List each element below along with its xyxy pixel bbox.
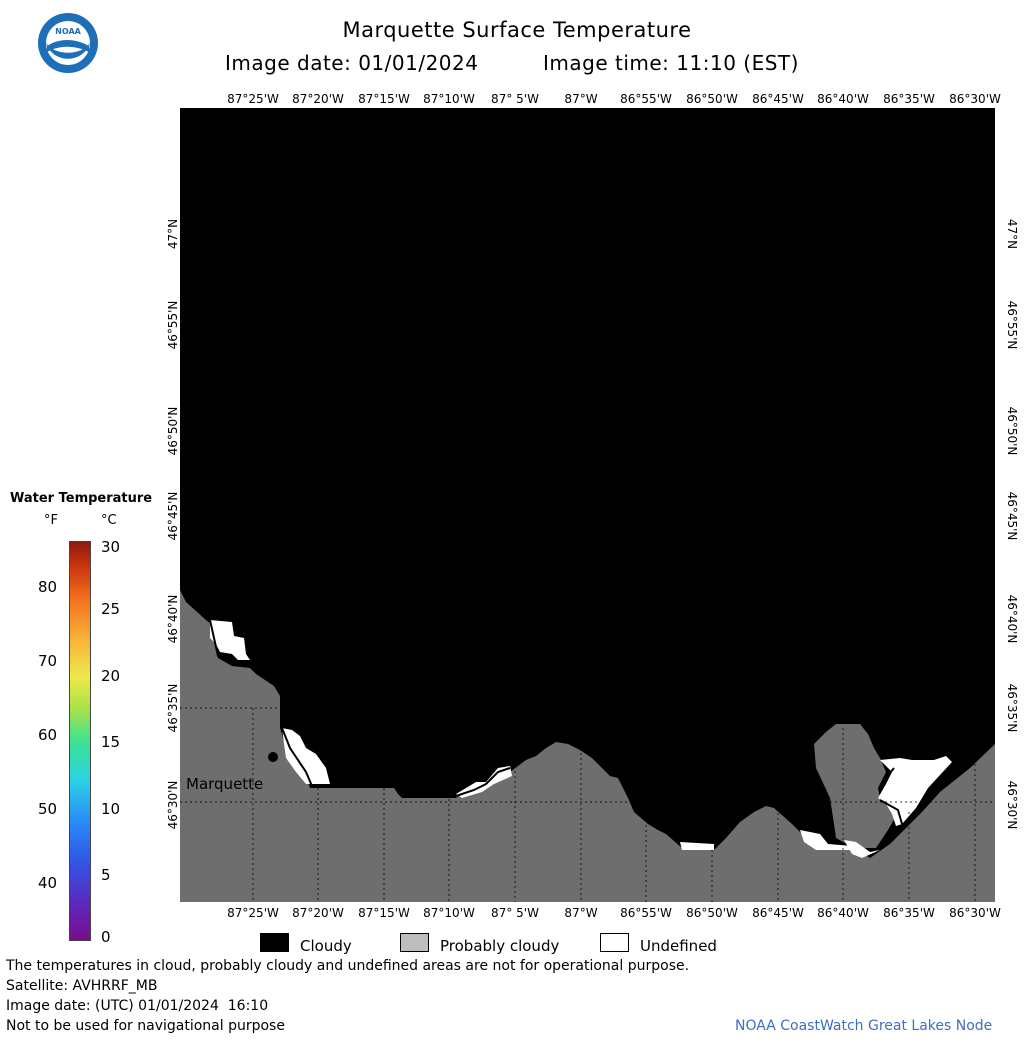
image-date-label: Image date: 01/01/2024 — [225, 51, 479, 75]
lat-label: 46°40'N — [166, 594, 180, 644]
lon-label: 87°20'W — [292, 906, 344, 920]
lon-label: 86°40'W — [817, 906, 869, 920]
lon-label: 87°20'W — [292, 92, 344, 106]
city-label: Marquette — [186, 775, 263, 793]
lat-label: 46°50'N — [1005, 406, 1019, 456]
page-title: Marquette Surface Temperature — [342, 18, 692, 42]
temperature-map[interactable]: Marquette — [180, 108, 995, 902]
f-tick: 50 — [38, 800, 58, 818]
lat-label: 46°55'N — [166, 300, 180, 350]
f-tick: 40 — [38, 874, 58, 892]
lon-label: 86°45'W — [752, 92, 804, 106]
lat-label: 47°N — [166, 218, 180, 250]
lon-label: 86°50'W — [686, 906, 738, 920]
image-time-label: Image time: 11:10 (EST) — [543, 51, 799, 75]
lat-label: 47°N — [1005, 218, 1019, 250]
c-tick: 30 — [101, 538, 121, 556]
logo-text: NOAA — [55, 27, 81, 36]
lon-label: 87° 5'W — [491, 906, 539, 920]
utc-date-text: Image date: (UTC) 01/01/2024 16:10 — [6, 998, 269, 1014]
lon-label: 86°30'W — [949, 92, 1001, 106]
lon-label: 86°35'W — [883, 92, 935, 106]
lon-label: 86°45'W — [752, 906, 804, 920]
lat-label: 46°45'N — [166, 491, 180, 541]
shore-outlines — [209, 619, 903, 825]
navigation-warning: Not to be used for navigational purpose — [6, 1018, 285, 1034]
lon-label: 86°35'W — [883, 906, 935, 920]
legend-label-undefined: Undefined — [640, 937, 717, 955]
c-tick: 0 — [101, 928, 111, 946]
lat-label: 46°50'N — [166, 406, 180, 456]
lat-label: 46°55'N — [1005, 300, 1019, 350]
lat-label: 46°30'N — [1005, 780, 1019, 830]
credit-link[interactable]: NOAA CoastWatch Great Lakes Node — [735, 1018, 993, 1034]
f-tick: 80 — [38, 578, 58, 596]
lat-label: 46°45'N — [1005, 491, 1019, 541]
lon-label: 87°15'W — [358, 906, 410, 920]
c-tick: 25 — [101, 600, 121, 618]
land-area — [814, 724, 898, 848]
lon-label: 86°50'W — [686, 92, 738, 106]
lon-label: 87°25'W — [227, 906, 279, 920]
legend-swatch-probably-cloudy — [400, 933, 429, 952]
legend-label-cloudy: Cloudy — [300, 937, 352, 955]
lon-label: 87°W — [564, 92, 598, 106]
c-tick: 5 — [101, 866, 111, 884]
lon-label: 87°W — [564, 906, 598, 920]
lat-label: 46°35'N — [166, 683, 180, 733]
temperature-colorbar — [69, 541, 91, 941]
lat-label: 46°40'N — [1005, 594, 1019, 644]
lon-label: 87°15'W — [358, 92, 410, 106]
c-tick: 20 — [101, 667, 121, 685]
legend-swatch-undefined — [600, 933, 629, 952]
c-tick: 15 — [101, 733, 121, 751]
lon-label: 87° 5'W — [491, 92, 539, 106]
unit-f-label: °F — [44, 513, 58, 528]
f-tick: 70 — [38, 652, 58, 670]
legend-label-probably-cloudy: Probably cloudy — [440, 937, 560, 955]
satellite-text: Satellite: AVHRRF_MB — [6, 978, 158, 994]
lon-label: 87°10'W — [423, 906, 475, 920]
lon-label: 87°25'W — [227, 92, 279, 106]
lat-label: 46°35'N — [1005, 683, 1019, 733]
graticule — [180, 707, 995, 902]
lon-label: 86°30'W — [949, 906, 1001, 920]
disclaimer-text: The temperatures in cloud, probably clou… — [6, 958, 690, 974]
lon-label: 86°40'W — [817, 92, 869, 106]
city-marker[interactable] — [268, 752, 278, 762]
f-tick: 60 — [38, 726, 58, 744]
lon-label: 86°55'W — [620, 92, 672, 106]
c-tick: 10 — [101, 800, 121, 818]
lat-label: 46°30'N — [166, 780, 180, 830]
lon-label: 86°55'W — [620, 906, 672, 920]
unit-c-label: °C — [101, 513, 117, 528]
noaa-logo: NOAA — [38, 13, 98, 73]
lon-label: 87°10'W — [423, 92, 475, 106]
legend-title: Water Temperature — [10, 491, 153, 506]
legend-swatch-cloudy — [260, 933, 289, 952]
